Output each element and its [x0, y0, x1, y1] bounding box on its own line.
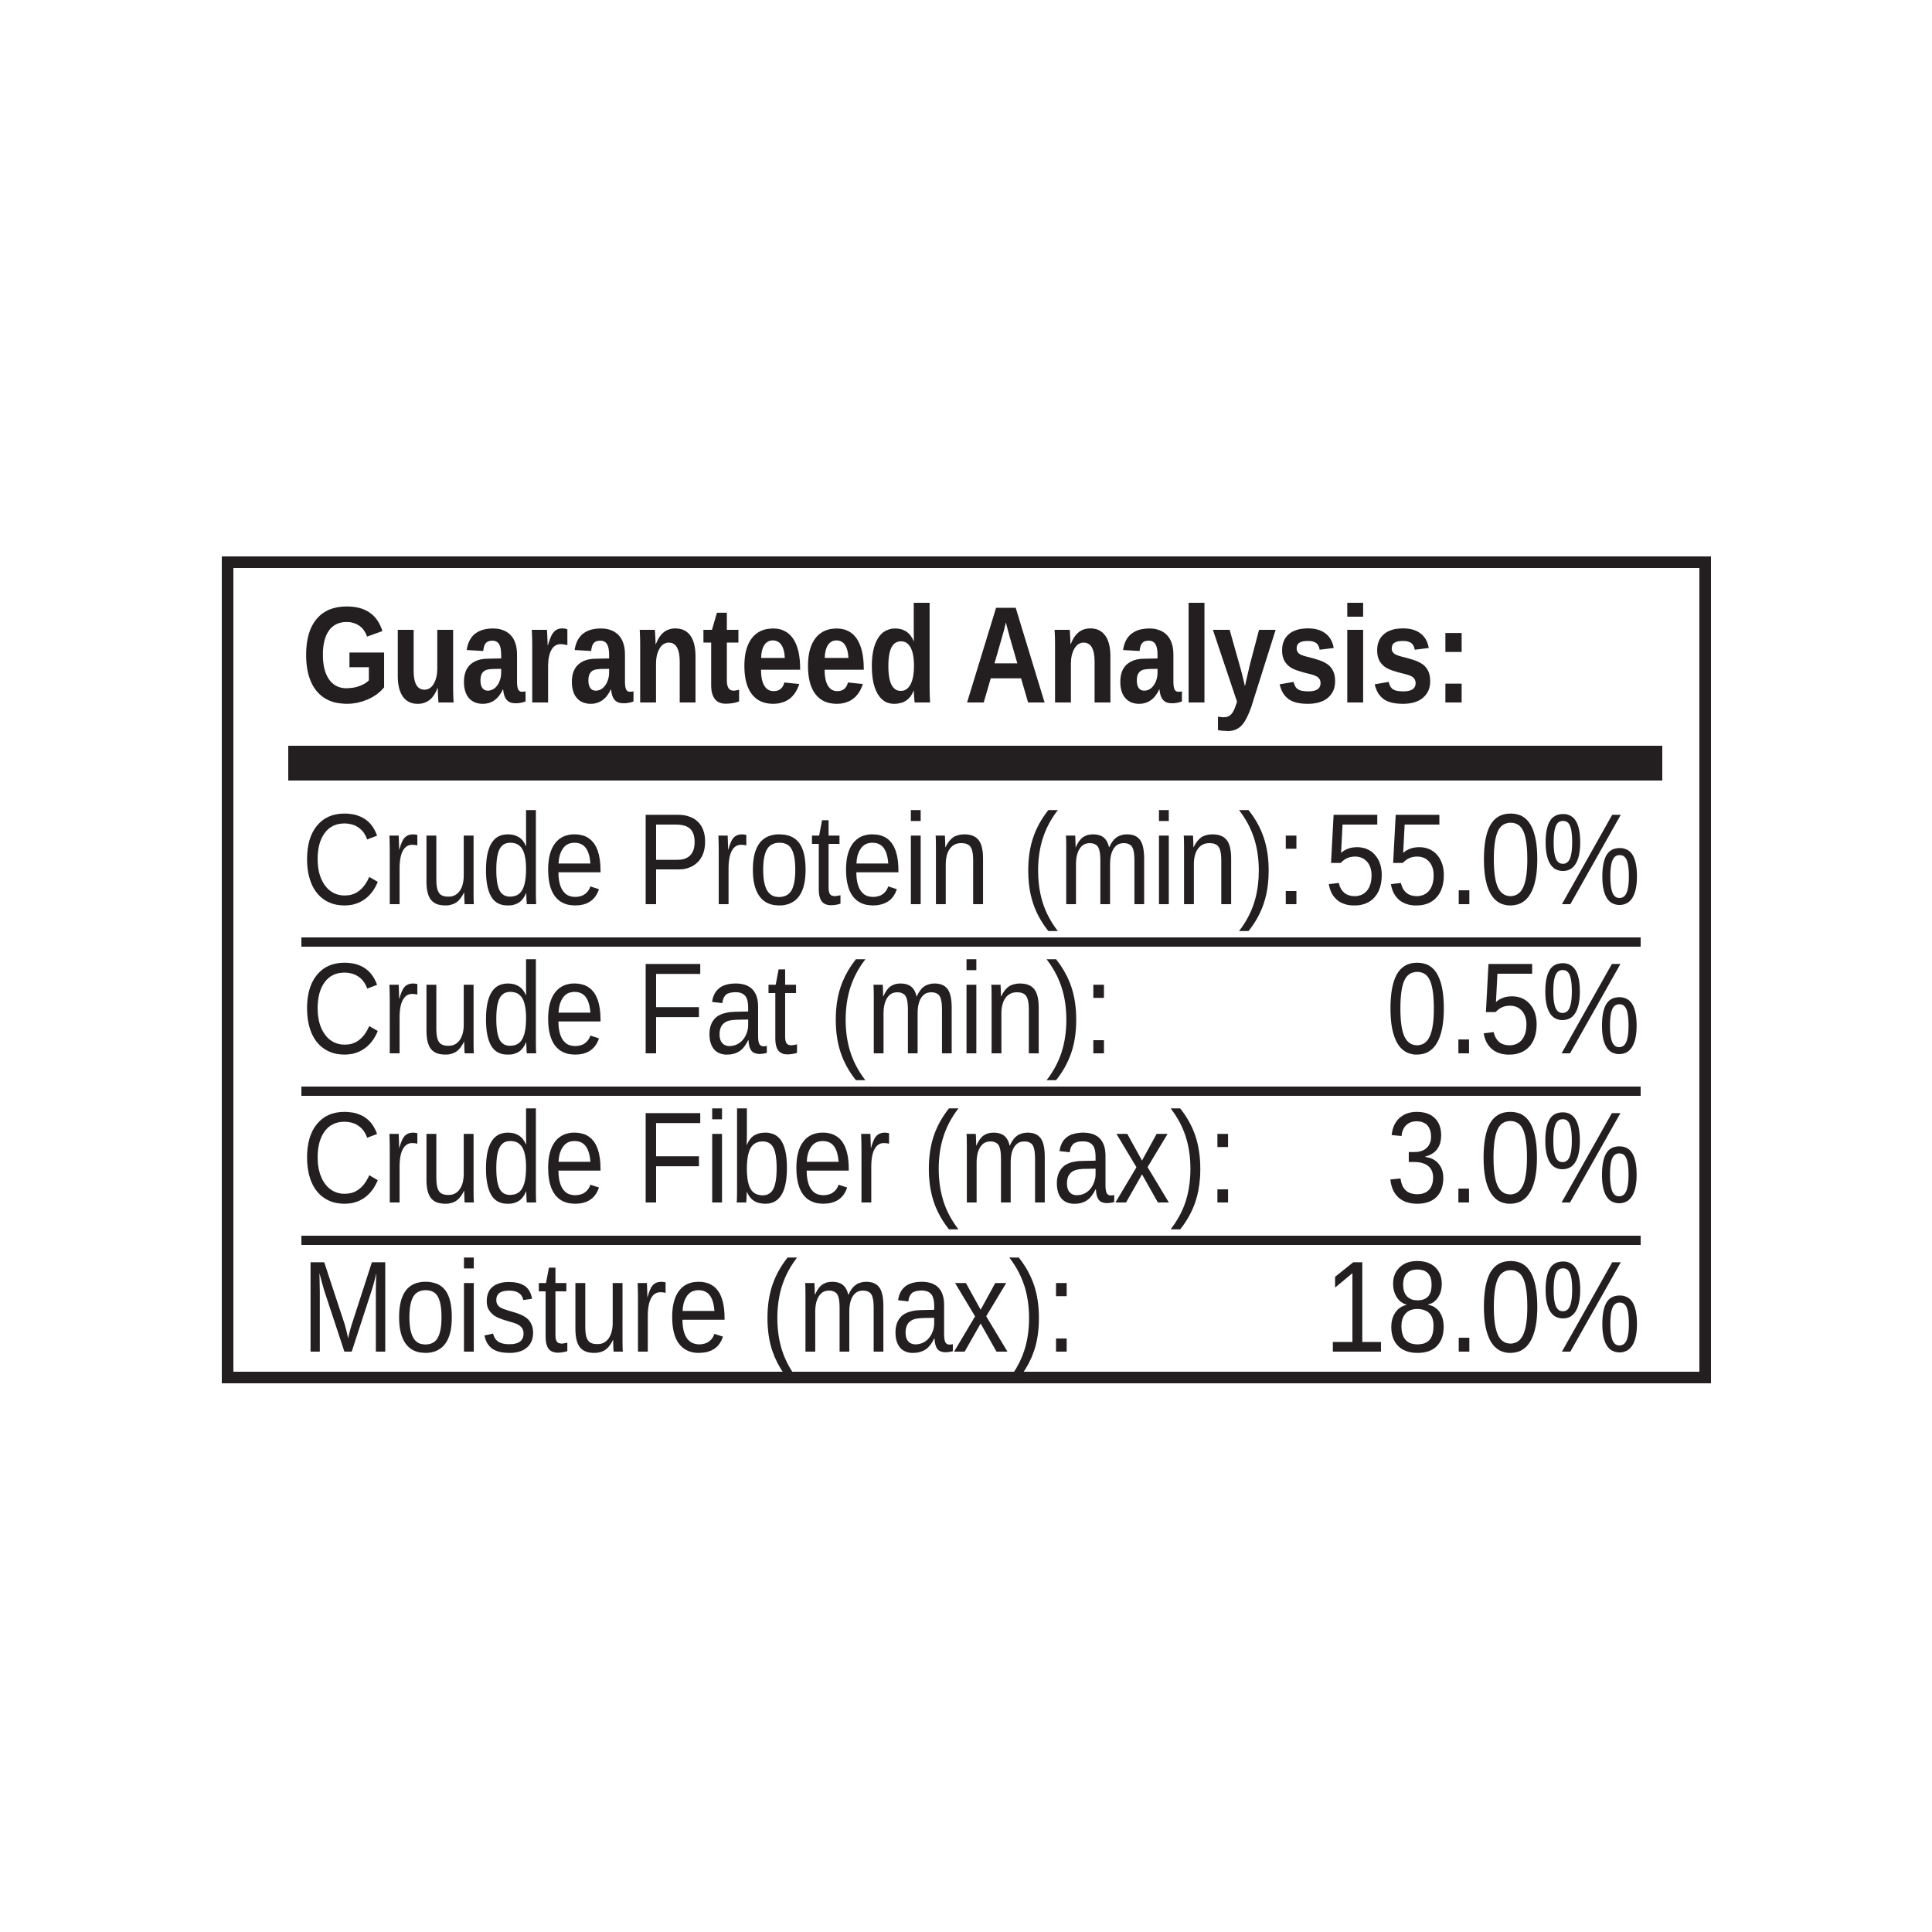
page-title: Guaranteed Analysis:	[301, 578, 1473, 732]
title-divider	[288, 746, 1662, 781]
nutrient-label: Crude Fat (min):	[301, 936, 1114, 1081]
nutrient-value: 0.5%	[1386, 936, 1641, 1081]
row-divider	[301, 937, 1641, 947]
guaranteed-analysis-panel: Guaranteed Analysis: Crude Protein (min)…	[222, 556, 1711, 1383]
row-divider	[301, 1087, 1641, 1096]
guaranteed-analysis-content: Guaranteed Analysis: Crude Protein (min)…	[288, 568, 1662, 1372]
table-row: Moisture (max): 18.0%	[301, 1241, 1641, 1372]
nutrient-label: Crude Protein (min):	[301, 787, 1307, 932]
table-row: Crude Protein (min): 55.0%	[301, 794, 1641, 925]
row-divider	[301, 1236, 1641, 1245]
nutrient-value: 18.0%	[1324, 1234, 1641, 1379]
nutrient-label: Moisture (max):	[301, 1234, 1077, 1379]
nutrient-value: 55.0%	[1324, 787, 1641, 932]
table-row: Crude Fiber (max): 3.0%	[301, 1092, 1641, 1223]
table-row: Crude Fat (min): 0.5%	[301, 943, 1641, 1074]
nutrient-value: 3.0%	[1386, 1085, 1641, 1230]
nutrient-label: Crude Fiber (max):	[301, 1085, 1239, 1230]
